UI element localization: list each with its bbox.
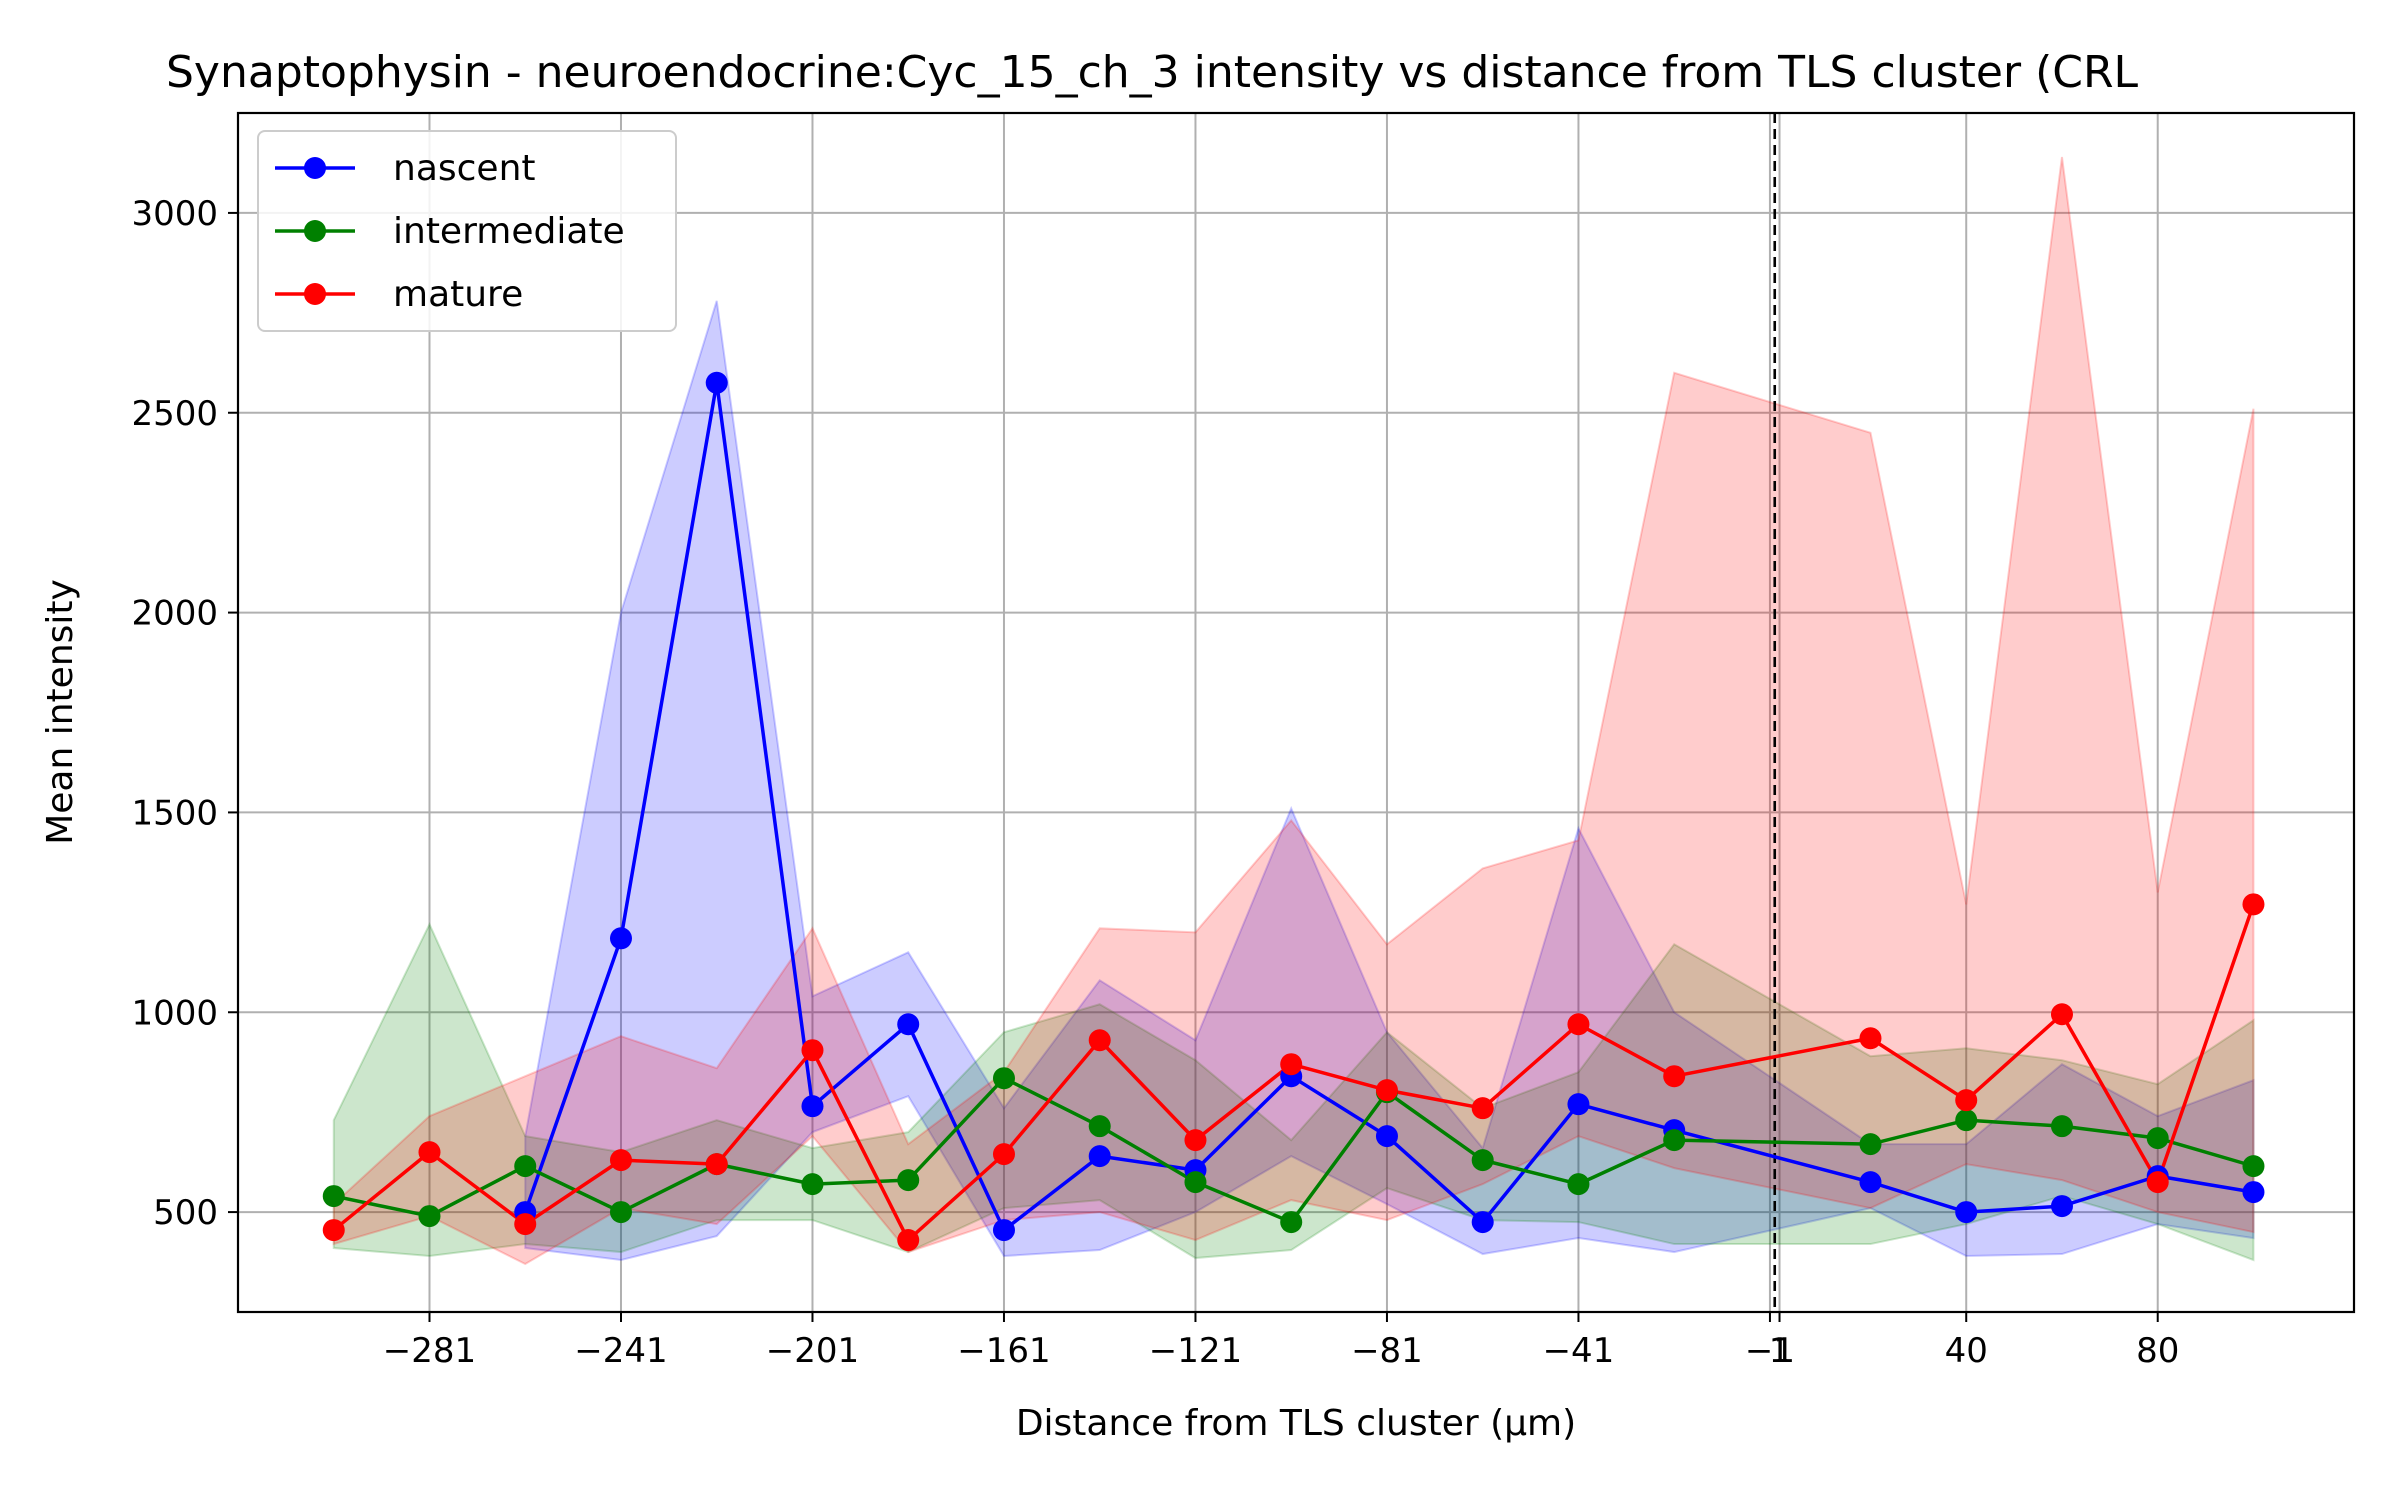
x-tick-label: −81: [1351, 1331, 1423, 1371]
chart-title: Synaptophysin - neuroendocrine:Cyc_15_ch…: [166, 47, 2139, 98]
data-point-nascent: [609, 927, 632, 950]
x-tick-label: −1: [1745, 1331, 1795, 1371]
data-point-mature: [418, 1141, 441, 1164]
data-point-intermediate: [1184, 1171, 1207, 1194]
y-tick-label: 3000: [131, 194, 218, 234]
grid-layer: [238, 113, 2354, 1312]
data-point-intermediate: [1280, 1211, 1303, 1234]
legend-marker-mature: [304, 283, 326, 305]
data-point-mature: [1280, 1053, 1303, 1076]
x-tick-label: 80: [2136, 1331, 2179, 1371]
data-point-intermediate: [1955, 1109, 1978, 1132]
x-axis-ticks: −281 −241 −201 −161 −121 −81 −41 −11 40 80: [383, 1312, 2179, 1371]
legend-marker-intermediate: [304, 220, 326, 242]
data-point-intermediate: [992, 1067, 1015, 1090]
data-point-intermediate: [1663, 1129, 1686, 1152]
data-point-nascent: [705, 371, 728, 394]
data-point-mature: [897, 1229, 920, 1252]
data-point-nascent: [1567, 1093, 1590, 1116]
y-axis-ticks: 500 1000 1500 2000 2500 3000: [131, 194, 238, 1233]
y-tick-label: 500: [153, 1193, 218, 1233]
x-tick-label: 40: [1945, 1331, 1988, 1371]
y-tick-label: 1500: [131, 793, 218, 833]
data-point-mature: [1859, 1027, 1882, 1050]
data-point-nascent: [897, 1013, 920, 1036]
data-point-nascent: [1088, 1145, 1111, 1168]
data-point-mature: [1184, 1129, 1207, 1152]
data-point-nascent: [1375, 1125, 1398, 1148]
data-point-mature: [1471, 1097, 1494, 1120]
series-line-intermediate: [333, 1076, 2254, 1224]
data-point-nascent: [1955, 1201, 1978, 1224]
series-line-mature: [332, 903, 2256, 1242]
x-tick-label: −281: [383, 1331, 476, 1371]
data-point-intermediate: [801, 1173, 824, 1196]
data-point-intermediate: [514, 1155, 537, 1178]
y-tick-label: 2000: [131, 594, 218, 634]
data-point-intermediate: [1859, 1133, 1882, 1156]
data-point-nascent: [2050, 1195, 2073, 1218]
data-point-mature: [1088, 1029, 1111, 1052]
data-point-mature: [992, 1143, 1015, 1166]
data-point-mature: [801, 1039, 824, 1062]
x-tick-label: −241: [574, 1331, 667, 1371]
data-point-intermediate: [1567, 1173, 1590, 1196]
x-axis-label: Distance from TLS cluster (μm): [1016, 1403, 1576, 1444]
legend-box: [257, 130, 677, 332]
data-point-intermediate: [2146, 1127, 2169, 1150]
data-point-mature: [322, 1219, 345, 1242]
data-point-mature: [609, 1149, 632, 1172]
data-point-intermediate: [322, 1185, 345, 1208]
data-point-nascent: [992, 1219, 1015, 1242]
x-tick-label: 1: [1769, 1331, 1791, 1371]
series-lines: [332, 381, 2256, 1242]
data-point-mature: [1955, 1089, 1978, 1112]
data-point-mature: [2242, 893, 2265, 916]
data-point-intermediate: [609, 1201, 632, 1224]
x-tick-label: −201: [766, 1331, 859, 1371]
data-point-intermediate: [418, 1205, 441, 1228]
data-point-intermediate: [897, 1169, 920, 1192]
legend-label-nascent: nascent: [393, 148, 536, 189]
data-point-nascent: [801, 1095, 824, 1118]
data-point-mature: [1567, 1013, 1590, 1036]
x-tick-label: −161: [957, 1331, 1050, 1371]
legend-label-intermediate: intermediate: [393, 211, 625, 252]
data-point-intermediate: [1471, 1149, 1494, 1172]
data-point-intermediate: [2242, 1155, 2265, 1178]
data-point-mature: [2146, 1171, 2169, 1194]
y-axis-label: Mean intensity: [40, 579, 81, 845]
data-point-mature: [1663, 1065, 1686, 1088]
data-point-mature: [705, 1153, 728, 1176]
plot-frame: [236, 111, 2356, 1314]
data-point-mature: [2050, 1003, 2073, 1026]
legend-label-mature: mature: [393, 274, 523, 315]
data-point-mature: [514, 1213, 537, 1236]
x-tick-label: −121: [1149, 1331, 1242, 1371]
y-tick-label: 1000: [131, 993, 218, 1033]
data-point-intermediate: [2050, 1115, 2073, 1138]
y-tick-label: 2500: [131, 394, 218, 434]
data-point-mature: [1375, 1079, 1398, 1102]
data-point-nascent: [2242, 1181, 2265, 1204]
data-point-intermediate: [1088, 1115, 1111, 1138]
series-points: [322, 371, 2265, 1252]
data-point-nascent: [1859, 1171, 1882, 1194]
x-tick-label: −41: [1543, 1331, 1615, 1371]
legend: nascent intermediate mature: [257, 130, 677, 332]
data-point-nascent: [1471, 1211, 1494, 1234]
series-line-nascent: [523, 381, 2254, 1232]
legend-marker-nascent: [304, 157, 326, 179]
